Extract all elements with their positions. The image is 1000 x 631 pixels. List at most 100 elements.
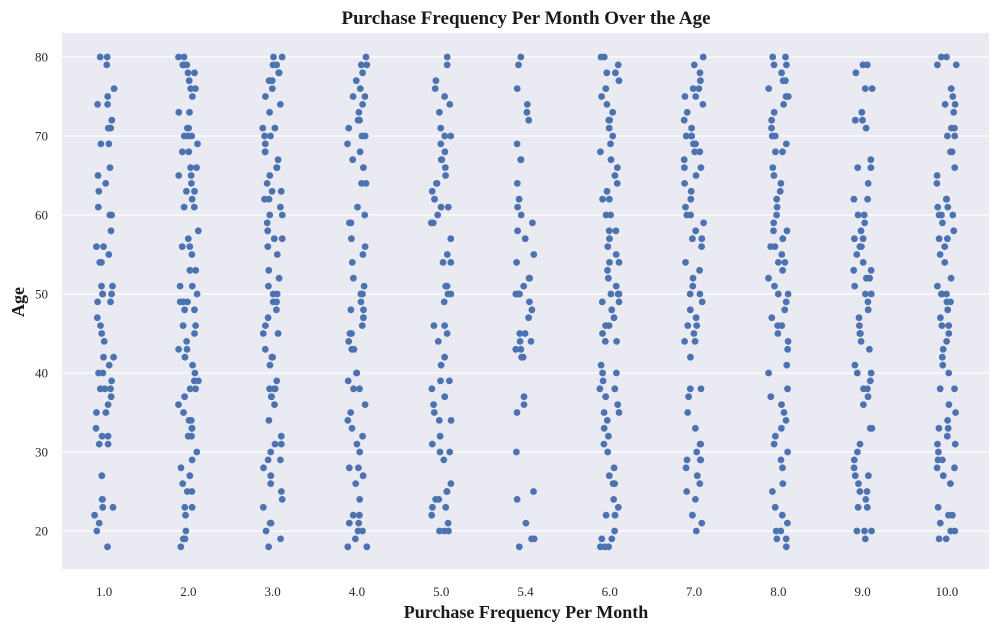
data-point [852, 69, 860, 77]
data-point [443, 61, 451, 69]
data-point [782, 535, 790, 543]
data-point [360, 306, 367, 314]
data-point [861, 85, 869, 92]
data-point [431, 85, 439, 92]
data-point [687, 353, 694, 361]
data-point [614, 61, 622, 69]
data-point [108, 377, 115, 385]
data-point [866, 345, 873, 353]
data-point [938, 322, 946, 329]
data-point [268, 393, 275, 401]
data-point [432, 77, 440, 85]
data-point [359, 69, 366, 77]
data-point [521, 235, 529, 243]
data-point [692, 172, 700, 179]
data-point [770, 172, 778, 179]
data-point [772, 432, 779, 440]
data-point [362, 180, 370, 187]
data-point [264, 243, 272, 251]
data-point [948, 148, 956, 156]
data-point [193, 448, 201, 456]
data-point [683, 108, 691, 116]
data-point [776, 187, 784, 195]
data-point [952, 409, 959, 416]
data-point [774, 322, 782, 329]
data-point [266, 519, 274, 527]
data-point [188, 503, 196, 511]
data-point [179, 480, 187, 487]
y-tick-label: 50 [35, 287, 48, 302]
data-point [698, 519, 706, 527]
data-point [783, 361, 791, 369]
data-point [772, 527, 780, 535]
data-point [437, 140, 445, 148]
data-point [346, 330, 354, 337]
plot-area [62, 33, 989, 569]
data-point [614, 401, 622, 408]
data-point [446, 377, 453, 385]
data-point [939, 472, 947, 480]
data-point [602, 393, 610, 401]
data-point [512, 345, 520, 353]
data-point [693, 448, 701, 456]
data-point [441, 322, 448, 329]
data-point [353, 369, 361, 377]
data-point [520, 393, 528, 401]
data-point [355, 464, 362, 472]
data-point [614, 164, 621, 172]
data-point [175, 53, 182, 61]
data-point [696, 266, 703, 274]
data-point [684, 322, 692, 329]
data-point [784, 385, 791, 393]
data-point [429, 503, 436, 511]
data-point [186, 243, 194, 251]
data-point [444, 519, 452, 527]
data-point [692, 314, 700, 322]
data-point [779, 235, 787, 243]
data-point [266, 172, 274, 179]
data-point [692, 496, 699, 503]
data-point [864, 393, 872, 401]
data-point [615, 290, 623, 298]
data-point [352, 480, 360, 487]
data-point [782, 543, 790, 551]
data-point [782, 417, 790, 424]
data-point [278, 235, 286, 243]
data-point [357, 290, 365, 298]
data-point [277, 187, 285, 195]
data-point [861, 527, 868, 535]
data-point [191, 187, 198, 195]
data-point [697, 164, 705, 172]
data-point [180, 409, 187, 416]
data-point [688, 124, 695, 132]
data-point [187, 417, 195, 424]
y-tick-labels: 20 30 40 50 60 70 80 [35, 50, 48, 539]
x-tick-label: 4.0 [349, 584, 365, 599]
data-point [607, 290, 615, 298]
data-point [104, 432, 112, 440]
data-point [440, 456, 448, 464]
data-point [441, 148, 449, 156]
data-point [521, 330, 529, 337]
data-point [689, 85, 697, 92]
data-point [600, 53, 608, 61]
data-point [950, 108, 958, 116]
data-point [949, 211, 957, 219]
data-point [698, 235, 706, 243]
data-point [513, 409, 521, 416]
data-point [430, 401, 437, 408]
data-point [513, 448, 520, 456]
data-point [850, 266, 858, 274]
data-point [866, 377, 874, 385]
data-point [266, 211, 274, 219]
data-point [192, 385, 200, 393]
data-point [185, 124, 193, 132]
data-point [611, 527, 618, 535]
data-point [692, 227, 700, 235]
data-point [863, 488, 871, 495]
x-tick-label: 8.0 [770, 584, 786, 599]
data-point [687, 195, 695, 203]
data-point [187, 164, 195, 172]
data-point [517, 156, 525, 164]
data-point [608, 535, 616, 543]
